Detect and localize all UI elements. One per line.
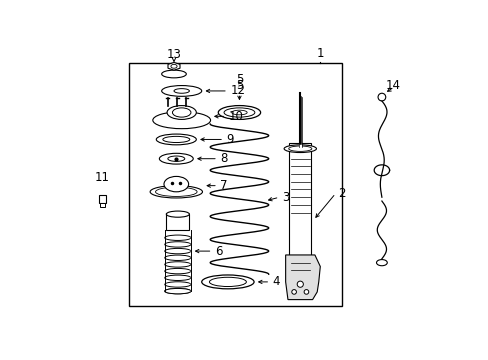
Text: 1: 1 [316, 47, 324, 60]
Ellipse shape [159, 153, 193, 164]
Ellipse shape [164, 282, 190, 287]
Ellipse shape [164, 269, 190, 274]
Ellipse shape [224, 108, 254, 117]
Ellipse shape [164, 275, 190, 280]
Circle shape [304, 289, 308, 294]
Ellipse shape [202, 275, 254, 289]
Ellipse shape [164, 288, 190, 294]
Ellipse shape [163, 136, 189, 143]
Bar [166, 214, 189, 230]
Text: 8: 8 [220, 152, 227, 165]
Ellipse shape [174, 89, 189, 93]
Bar [128, 63, 341, 306]
Ellipse shape [153, 112, 210, 129]
Ellipse shape [167, 105, 196, 120]
Bar [298, 97, 301, 147]
Ellipse shape [164, 262, 190, 267]
Text: 10: 10 [228, 110, 243, 123]
Text: 5: 5 [235, 73, 243, 86]
Bar [99, 195, 106, 203]
Circle shape [291, 289, 296, 294]
Text: 6: 6 [214, 244, 222, 258]
Text: 2: 2 [337, 187, 345, 200]
Ellipse shape [288, 146, 311, 152]
Text: 4: 4 [272, 275, 280, 288]
Ellipse shape [209, 277, 246, 287]
Ellipse shape [163, 176, 188, 192]
Ellipse shape [167, 156, 184, 161]
Ellipse shape [155, 187, 197, 197]
Text: 9: 9 [226, 133, 233, 146]
Ellipse shape [162, 70, 186, 78]
Text: 7: 7 [220, 179, 227, 192]
Ellipse shape [164, 242, 190, 247]
Text: 12: 12 [230, 85, 244, 98]
Ellipse shape [164, 235, 190, 240]
Ellipse shape [166, 211, 189, 217]
Polygon shape [285, 255, 320, 300]
Ellipse shape [162, 86, 202, 96]
Ellipse shape [284, 145, 316, 153]
Ellipse shape [150, 186, 202, 198]
Text: 5: 5 [235, 79, 243, 92]
Ellipse shape [156, 134, 196, 145]
Text: 13: 13 [166, 48, 181, 61]
Text: 11: 11 [95, 171, 110, 184]
Circle shape [377, 93, 385, 101]
Ellipse shape [171, 64, 177, 68]
Text: 14: 14 [385, 79, 400, 92]
Ellipse shape [218, 105, 260, 120]
Text: 3: 3 [281, 191, 288, 204]
Polygon shape [168, 62, 180, 70]
Ellipse shape [164, 248, 190, 254]
Bar [289, 143, 310, 278]
Ellipse shape [164, 288, 190, 294]
Circle shape [297, 281, 303, 287]
Ellipse shape [172, 108, 190, 117]
Ellipse shape [231, 110, 246, 115]
Ellipse shape [164, 255, 190, 261]
Bar [100, 203, 104, 207]
Ellipse shape [376, 260, 386, 266]
